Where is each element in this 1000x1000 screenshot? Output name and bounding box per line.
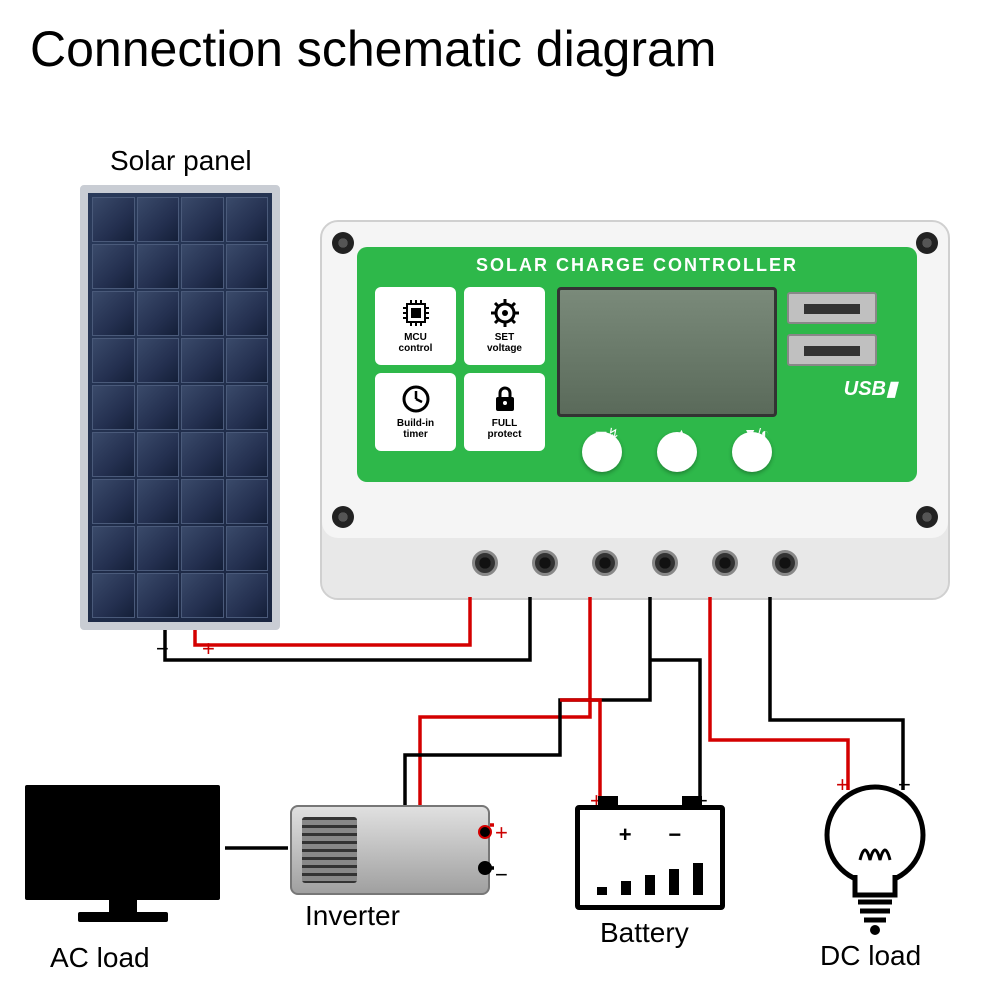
usb-area: USB▮ xyxy=(787,292,897,392)
solar-cell xyxy=(181,244,224,289)
controller-terminal xyxy=(772,550,798,576)
solar-panel xyxy=(80,185,280,630)
inverter-terminal-neg xyxy=(478,861,492,875)
solar-cell xyxy=(92,432,135,477)
controller-button-2[interactable] xyxy=(657,432,697,472)
solar-cell xyxy=(137,526,180,571)
wire-negative xyxy=(650,660,700,805)
solar-cell xyxy=(181,479,224,524)
solar-cell xyxy=(137,197,180,242)
lock-icon xyxy=(490,384,520,414)
controller-terminal xyxy=(592,550,618,576)
solar-cell xyxy=(137,244,180,289)
usb-port-icon xyxy=(787,292,877,324)
monitor-screen-icon xyxy=(25,785,220,900)
gear-icon xyxy=(490,298,520,328)
clock-icon xyxy=(401,384,431,414)
solar-cell xyxy=(92,197,135,242)
inverter-terminal-pos xyxy=(478,825,492,839)
solar-cell xyxy=(137,479,180,524)
solar-cell xyxy=(181,432,224,477)
solar-cell xyxy=(181,573,224,618)
battery-terminal-pos-icon xyxy=(598,796,618,810)
solar-panel-label: Solar panel xyxy=(110,145,252,177)
dc-load-bulb xyxy=(820,780,930,940)
polarity-mark: − xyxy=(495,862,508,888)
solar-cell xyxy=(226,244,269,289)
solar-cell xyxy=(181,385,224,430)
controller-terminal xyxy=(532,550,558,576)
controller-terminal xyxy=(472,550,498,576)
screw-icon xyxy=(332,506,354,528)
battery-signs: + − xyxy=(580,822,720,848)
page-title: Connection schematic diagram xyxy=(30,20,716,78)
controller-button-1[interactable] xyxy=(582,432,622,472)
controller-terminal xyxy=(712,550,738,576)
solar-cell xyxy=(226,526,269,571)
lcd-screen xyxy=(557,287,777,417)
solar-cell xyxy=(181,526,224,571)
polarity-mark: + xyxy=(495,820,508,846)
solar-cell xyxy=(92,385,135,430)
wire-positive xyxy=(420,597,590,823)
battery-label: Battery xyxy=(600,917,689,949)
solar-cell xyxy=(137,432,180,477)
dc-load-label: DC load xyxy=(820,940,921,972)
polarity-mark: + xyxy=(202,636,215,662)
solar-cell xyxy=(226,573,269,618)
feature-set-voltage: SETvoltage xyxy=(464,287,545,365)
screw-icon xyxy=(332,232,354,254)
controller-button-3[interactable] xyxy=(732,432,772,472)
solar-cell xyxy=(226,479,269,524)
feature-protect: FULLprotect xyxy=(464,373,545,451)
polarity-mark: − xyxy=(156,636,169,662)
solar-cell xyxy=(181,197,224,242)
feature-timer: Build-intimer xyxy=(375,373,456,451)
charge-controller: SOLAR CHARGE CONTROLLER MCUcontrol xyxy=(320,220,950,600)
solar-cell xyxy=(226,432,269,477)
solar-cell xyxy=(181,338,224,383)
solar-cell xyxy=(226,197,269,242)
ac-load-label: AC load xyxy=(50,942,150,974)
solar-cell xyxy=(137,338,180,383)
solar-cell xyxy=(181,291,224,336)
solar-cell xyxy=(226,385,269,430)
screw-icon xyxy=(916,506,938,528)
solar-cell xyxy=(137,385,180,430)
solar-cell xyxy=(137,291,180,336)
battery-terminal-neg-icon xyxy=(682,796,702,810)
solar-cell xyxy=(92,573,135,618)
battery-level-bars-icon xyxy=(590,863,710,895)
bulb-icon xyxy=(820,780,930,940)
wire-positive xyxy=(710,597,848,790)
inverter xyxy=(290,805,490,895)
feature-grid: MCUcontrol SETvoltage xyxy=(375,287,545,451)
controller-terminal xyxy=(652,550,678,576)
solar-cell xyxy=(92,291,135,336)
solar-cell xyxy=(92,526,135,571)
solar-cell xyxy=(92,479,135,524)
battery: + − xyxy=(575,805,725,910)
controller-title: SOLAR CHARGE CONTROLLER xyxy=(357,255,917,276)
inverter-label: Inverter xyxy=(305,900,400,932)
solar-cell xyxy=(226,338,269,383)
solar-cell xyxy=(137,573,180,618)
wire-negative xyxy=(770,597,903,790)
solar-cell xyxy=(226,291,269,336)
usb-label: USB▮ xyxy=(787,376,897,401)
solar-cell xyxy=(92,244,135,289)
solar-cell xyxy=(92,338,135,383)
screw-icon xyxy=(916,232,938,254)
controller-faceplate: SOLAR CHARGE CONTROLLER MCUcontrol xyxy=(357,247,917,482)
ac-load-monitor xyxy=(25,785,220,935)
usb-port-icon xyxy=(787,334,877,366)
chip-icon xyxy=(401,298,431,328)
feature-mcu: MCUcontrol xyxy=(375,287,456,365)
